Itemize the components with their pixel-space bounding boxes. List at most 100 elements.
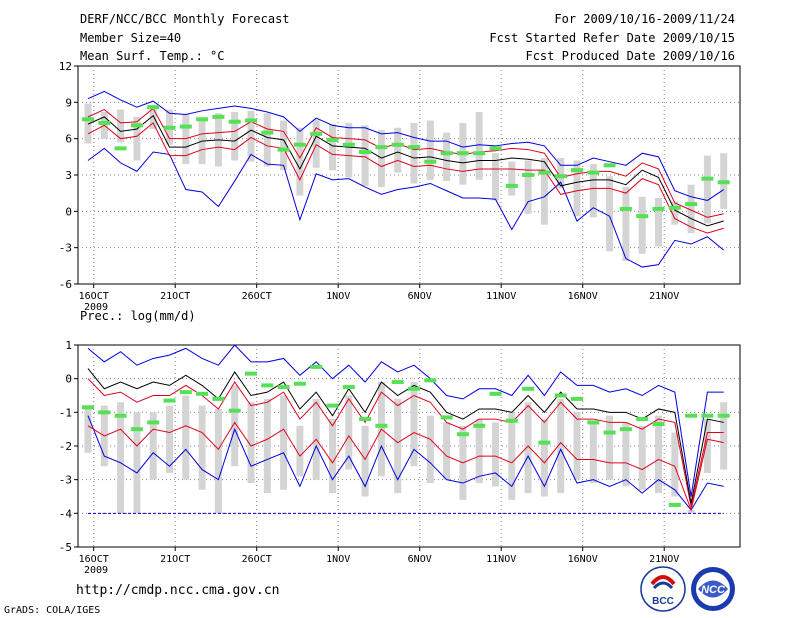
spread-box <box>508 161 516 196</box>
y-tick-label: 3 <box>65 169 72 182</box>
x-tick-label: 21NOV <box>649 554 679 565</box>
spread-box <box>622 187 630 261</box>
spread-box <box>166 405 173 473</box>
spread-box <box>606 415 614 480</box>
median-marker <box>619 427 632 432</box>
median-marker <box>293 381 306 386</box>
spread-box <box>508 412 516 500</box>
median-marker <box>636 214 649 219</box>
median-marker <box>619 206 632 211</box>
x-tick-label: 26OCT <box>242 291 272 302</box>
median-marker <box>522 386 535 391</box>
x-tick-label: 6NOV <box>408 291 432 302</box>
x-tick-label: 21NOV <box>649 291 679 302</box>
spread-box <box>573 160 581 217</box>
spread-box <box>263 113 271 167</box>
median-marker <box>391 380 404 385</box>
y-tick-label: 9 <box>65 96 72 109</box>
median-marker <box>538 170 551 175</box>
median-marker <box>163 398 176 403</box>
median-marker <box>701 413 714 418</box>
spread-box <box>687 509 695 514</box>
series-mean-line <box>87 114 724 227</box>
median-marker <box>212 114 225 119</box>
spread-box <box>214 408 222 514</box>
median-marker <box>196 117 209 122</box>
y-tick-label: 1 <box>65 339 72 352</box>
spread-box <box>345 395 353 470</box>
median-marker <box>522 173 535 177</box>
ncc-logo-text: NCC <box>701 584 726 596</box>
spread-box <box>492 153 499 201</box>
spread-box <box>377 130 385 188</box>
y-tick-label: -5 <box>59 541 72 554</box>
median-marker <box>212 396 225 401</box>
median-marker <box>114 413 127 418</box>
spread-box <box>198 120 206 165</box>
median-marker <box>538 440 551 445</box>
series-lower-line <box>87 421 724 512</box>
spread-box <box>622 422 630 487</box>
spread-box <box>703 155 711 224</box>
source-url[interactable]: http://cmdp.ncc.cma.gov.cn <box>76 583 280 598</box>
spread-box <box>443 132 451 182</box>
y-tick-label: 0 <box>65 205 72 218</box>
spread-box <box>231 112 239 161</box>
median-marker <box>717 180 730 185</box>
median-marker <box>98 120 111 125</box>
median-marker <box>408 145 420 150</box>
spread-box <box>361 425 369 497</box>
median-marker <box>489 391 502 396</box>
y-tick-label: 12 <box>59 60 72 73</box>
spread-box <box>638 425 646 490</box>
member-size: Member Size=40 <box>80 31 182 45</box>
spread-box <box>703 419 711 473</box>
median-marker <box>130 123 143 128</box>
median-marker <box>310 364 323 369</box>
spread-box <box>345 122 353 178</box>
bcc-logo: BCC <box>640 566 686 612</box>
y-tick-label: 6 <box>65 133 72 146</box>
median-marker <box>261 130 274 135</box>
series-lower-line <box>87 122 724 234</box>
median-marker <box>587 420 600 425</box>
median-marker <box>652 422 665 427</box>
median-marker <box>424 378 437 383</box>
x-tick-label: 1NOV <box>326 554 350 565</box>
chart-title: DERF/NCC/BCC Monthly Forecast <box>80 12 290 26</box>
spread-box <box>671 432 679 497</box>
spread-box <box>720 402 728 470</box>
median-marker <box>424 159 437 164</box>
median-marker <box>456 432 469 437</box>
median-marker <box>668 205 681 210</box>
median-marker <box>554 174 567 179</box>
median-marker <box>359 417 372 422</box>
ncc-logo: NCC <box>691 567 735 611</box>
spread-box <box>671 201 679 225</box>
x-year-label: 2009 <box>84 302 108 313</box>
spread-box <box>117 402 125 514</box>
variable-label: Mean Surf. Temp.: °C <box>80 49 225 63</box>
median-marker <box>456 151 469 156</box>
spread-box <box>394 127 402 173</box>
x-tick-label: 16OCT <box>79 291 109 302</box>
spread-box <box>589 164 597 218</box>
spread-box <box>475 112 483 180</box>
x-tick-label: 11NOV <box>486 554 516 565</box>
spread-box <box>263 398 271 494</box>
x-tick-label: 21OCT <box>160 291 190 302</box>
spread-box <box>426 120 434 180</box>
median-marker <box>163 125 176 130</box>
median-marker <box>245 371 257 376</box>
spread-box <box>329 419 336 494</box>
y-tick-label: -1 <box>59 406 72 419</box>
chart-panel-2: 1 0 -1 -2 -3 -4 -5 16OCT 21OCT 26OCT 1NOV 6NOV 11NOV… <box>59 309 741 576</box>
x-tick-label: 16NOV <box>568 291 598 302</box>
spread-box <box>492 422 499 487</box>
spread-box <box>655 415 662 494</box>
y-tick-label: -2 <box>59 440 72 453</box>
median-marker <box>473 151 486 156</box>
median-marker <box>668 502 681 507</box>
median-marker <box>245 118 257 123</box>
median-marker <box>408 386 420 391</box>
